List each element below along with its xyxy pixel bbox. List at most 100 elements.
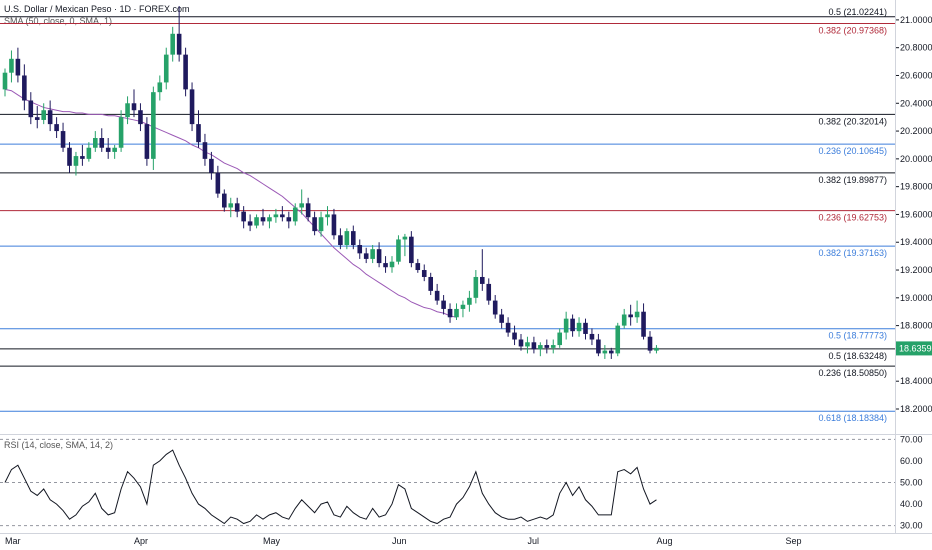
candle-body (99, 138, 105, 148)
candle-body (602, 350, 608, 354)
candle-body (325, 214, 330, 218)
time-tick-label: Aug (656, 536, 672, 546)
candle-body (209, 158, 214, 173)
candle-body (331, 214, 337, 236)
candlesticks (2, 6, 659, 359)
fib-level-label: 0.618 (18.18384) (818, 413, 887, 423)
candle-body (305, 203, 311, 218)
candle-body (254, 217, 259, 226)
fib-level-label: 0.382 (20.97368) (818, 26, 887, 36)
candle-body (486, 283, 492, 301)
sma-path (4, 88, 457, 318)
candle-body (647, 336, 653, 351)
candle-body (105, 147, 111, 152)
candle-body (157, 82, 163, 93)
candle-body (415, 263, 421, 271)
candle-body (247, 221, 253, 226)
candle-body (396, 239, 401, 262)
candle-body (389, 261, 395, 268)
candle-body (370, 249, 375, 259)
candle-body (583, 322, 588, 334)
candle-body (2, 72, 8, 90)
candle-body (589, 333, 595, 340)
price-tick-label: 18.80000 (900, 321, 932, 331)
time-tick-label: Mar (5, 536, 21, 546)
price-tick-label: 20.80000 (900, 43, 932, 53)
price-tick-label: 21.00000 (900, 15, 932, 25)
candle-body (596, 339, 601, 354)
candle-body (518, 339, 524, 347)
candle-body (196, 124, 201, 143)
fib-level-label: 0.382 (20.32014) (818, 116, 887, 126)
rsi-tick-label: 50.00 (900, 478, 923, 488)
candle-body (492, 300, 498, 315)
chart-title: U.S. Dollar / Mexican Peso · 1D · FOREX.… (4, 4, 190, 14)
candle-body (383, 263, 388, 268)
candle-body (54, 124, 59, 132)
time-tick-label: Sep (785, 536, 801, 546)
rsi-path (4, 449, 657, 525)
fib-level-label: 0.5 (18.77773) (828, 331, 887, 341)
candle-body (454, 308, 459, 318)
candle-body (67, 147, 72, 166)
candle-body (480, 276, 485, 284)
candle-body (621, 314, 627, 326)
rsi-tick-label: 60.00 (900, 456, 923, 466)
candle-body (215, 172, 221, 194)
fib-level-label: 0.382 (19.37163) (818, 248, 887, 258)
candle-body (112, 147, 117, 152)
candle-body (421, 270, 427, 277)
candle-body (144, 124, 150, 159)
candle-body (9, 58, 14, 73)
rsi-tick-label: 70.00 (900, 434, 923, 444)
rsi-axis: 70.00 60.00 50.00 40.00 30.00 (900, 434, 923, 530)
candle-body (441, 300, 446, 309)
candle-body (363, 253, 369, 259)
price-tick-label: 18.20000 (900, 404, 932, 414)
price-tick-label: 19.20000 (900, 265, 932, 275)
sma-indicator-label: SMA (50, close, 0, SMA, 1) (4, 16, 113, 26)
candle-body (402, 236, 408, 240)
candle-body (189, 89, 195, 125)
candle-body (28, 100, 34, 118)
time-tick-label: May (263, 536, 281, 546)
candle-body (118, 117, 124, 148)
candle-body (544, 345, 550, 348)
price-tick-label: 19.00000 (900, 293, 932, 303)
candle-body (131, 103, 137, 111)
candle-body (428, 276, 433, 291)
price-tick-label: 19.60000 (900, 209, 932, 219)
time-tick-label: Jun (392, 536, 407, 546)
candle-body (22, 75, 27, 101)
candle-body (93, 138, 98, 148)
candle-body (634, 311, 640, 318)
time-axis: Mar Apr May Jun Jul Aug Sep (5, 536, 801, 546)
fib-level-label: 0.236 (19.62753) (818, 213, 887, 223)
candle-body (202, 142, 208, 159)
candle-body (628, 314, 633, 318)
candle-body (557, 332, 562, 346)
fib-level-label: 0.5 (18.63248) (828, 351, 887, 361)
candle-body (609, 350, 614, 354)
price-tick-label: 18.40000 (900, 376, 932, 386)
candle-body (170, 33, 175, 55)
candle-body (260, 217, 266, 222)
price-tick-label: 20.20000 (900, 126, 932, 136)
candle-body (641, 311, 646, 337)
candle-body (434, 290, 440, 301)
candle-body (47, 110, 53, 125)
rsi-tick-label: 40.00 (900, 499, 923, 509)
fibonacci-levels: 0.5 (21.02241) 0.382 (20.97368) 0.382 (20.… (0, 7, 895, 423)
candle-body (80, 156, 85, 159)
candle-body (273, 214, 279, 218)
price-tick-label: 20.60000 (900, 70, 932, 80)
candle-body (550, 345, 556, 348)
candle-body (183, 54, 188, 90)
candle-body (615, 325, 621, 354)
fib-level-label: 0.236 (18.50850) (818, 368, 887, 378)
candle-body (286, 217, 292, 222)
price-axis: 21.00000 20.80000 20.60000 20.40000 20.20000… (896, 15, 932, 414)
price-tick-label: 19.40000 (900, 237, 932, 247)
candle-body (376, 249, 382, 264)
